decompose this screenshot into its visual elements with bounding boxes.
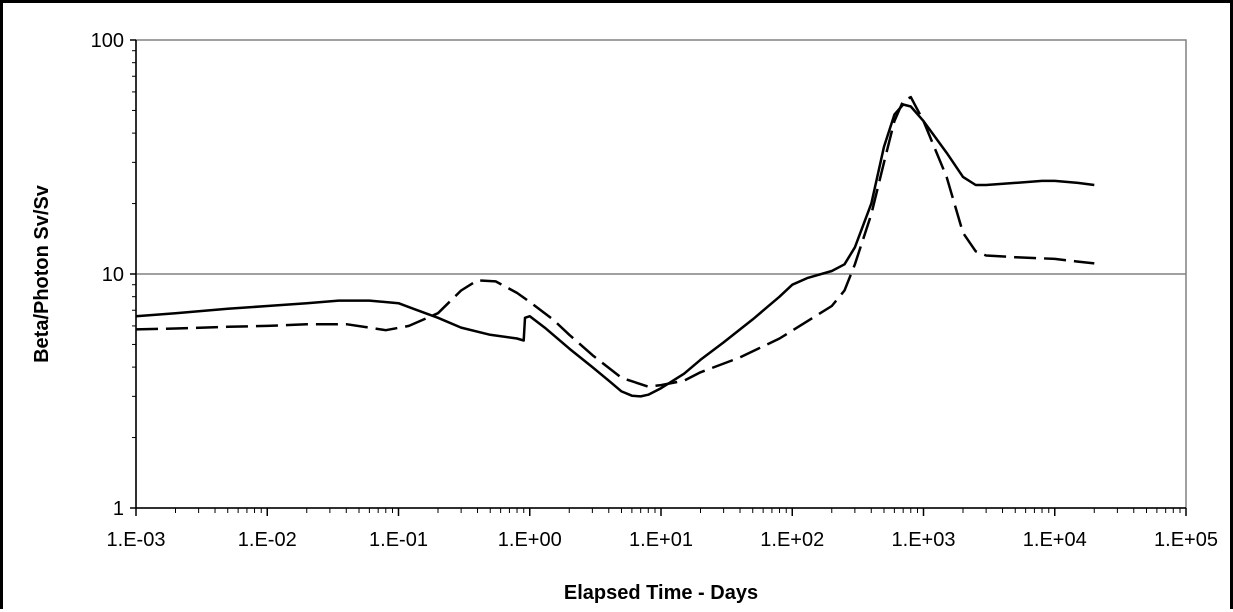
- series-line-solid: [135, 103, 1095, 398]
- ticks: [130, 39, 1187, 516]
- x-tick-label: 1.E+03: [892, 529, 956, 551]
- x-tick-label: 1.E+02: [760, 529, 824, 551]
- x-tick-label: 1.E+00: [498, 529, 562, 551]
- x-tick-label: 1.E-03: [107, 529, 166, 551]
- x-axis-title: Elapsed Time - Days: [564, 582, 758, 604]
- x-tick-label: 1.E+04: [1023, 529, 1087, 551]
- y-tick-label: 1: [113, 498, 124, 520]
- y-axis-title: Beta/Photon Sv/Sv: [31, 184, 53, 363]
- x-tick-label: 1.E+01: [629, 529, 693, 551]
- x-tick-label: 1.E-02: [238, 529, 297, 551]
- x-tick-label: 1.E-01: [369, 529, 428, 551]
- series-line-dashed: [135, 95, 1095, 388]
- series: [135, 95, 1095, 398]
- y-tick-label: 100: [91, 30, 124, 52]
- tick-labels: 1 10 100 1.E-03 1.E-02 1.E-01 1.E+00 1.E+01 1.E+…: [91, 30, 1218, 551]
- y-tick-label: 10: [102, 264, 124, 286]
- x-tick-label: 1.E+05: [1154, 529, 1218, 551]
- chart-svg: 1 10 100 1.E-03 1.E-02 1.E-01 1.E+00 1.E+01 1.E+…: [31, 30, 1218, 604]
